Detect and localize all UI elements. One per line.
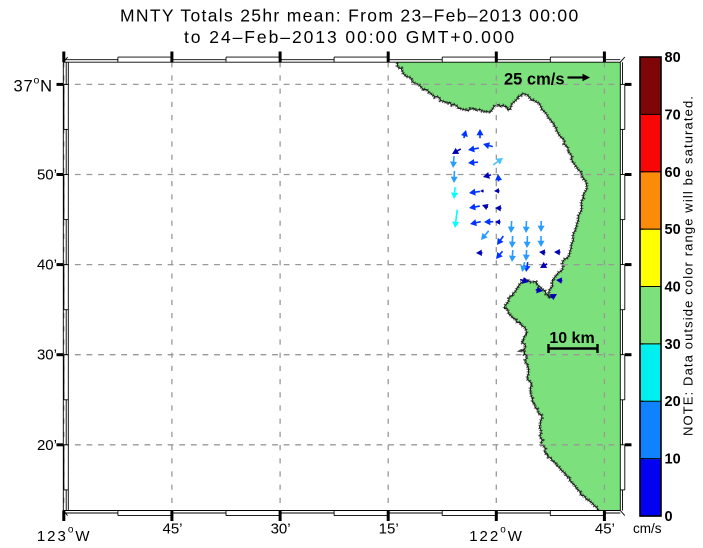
svg-text:MNTY Totals 25hr mean: From 23: MNTY Totals 25hr mean: From 23–Feb–2013 … [120,5,580,25]
svg-text:20’: 20’ [37,437,57,454]
svg-text:80: 80 [665,50,681,66]
svg-text:40’: 40’ [37,257,57,274]
svg-text:50: 50 [665,222,681,238]
svg-text:37oN: 37oN [13,74,52,95]
svg-text:0: 0 [665,509,673,525]
svg-text:20: 20 [665,394,681,410]
svg-text:30: 30 [665,337,681,353]
svg-text:70: 70 [665,107,681,123]
svg-text:45’: 45’ [595,520,615,537]
svg-text:122oW: 122oW [469,525,524,545]
svg-text:50’: 50’ [37,167,57,184]
svg-text:cm/s: cm/s [633,521,662,536]
svg-text:10 km: 10 km [549,330,594,347]
svg-text:to 24–Feb–2013 00:00 GMT+0.000: to 24–Feb–2013 00:00 GMT+0.000 [184,27,516,47]
svg-text:30’: 30’ [37,347,57,364]
svg-text:10: 10 [665,452,681,468]
svg-text:25 cm/s: 25 cm/s [504,71,565,89]
svg-text:45’: 45’ [162,520,182,537]
svg-text:NOTE: Data outside color range: NOTE: Data outside color range will be s… [681,95,696,436]
svg-text:123oW: 123oW [37,525,92,545]
svg-text:40: 40 [665,280,681,296]
svg-text:15’: 15’ [379,520,399,537]
svg-text:30’: 30’ [271,520,291,537]
svg-text:60: 60 [665,165,681,181]
